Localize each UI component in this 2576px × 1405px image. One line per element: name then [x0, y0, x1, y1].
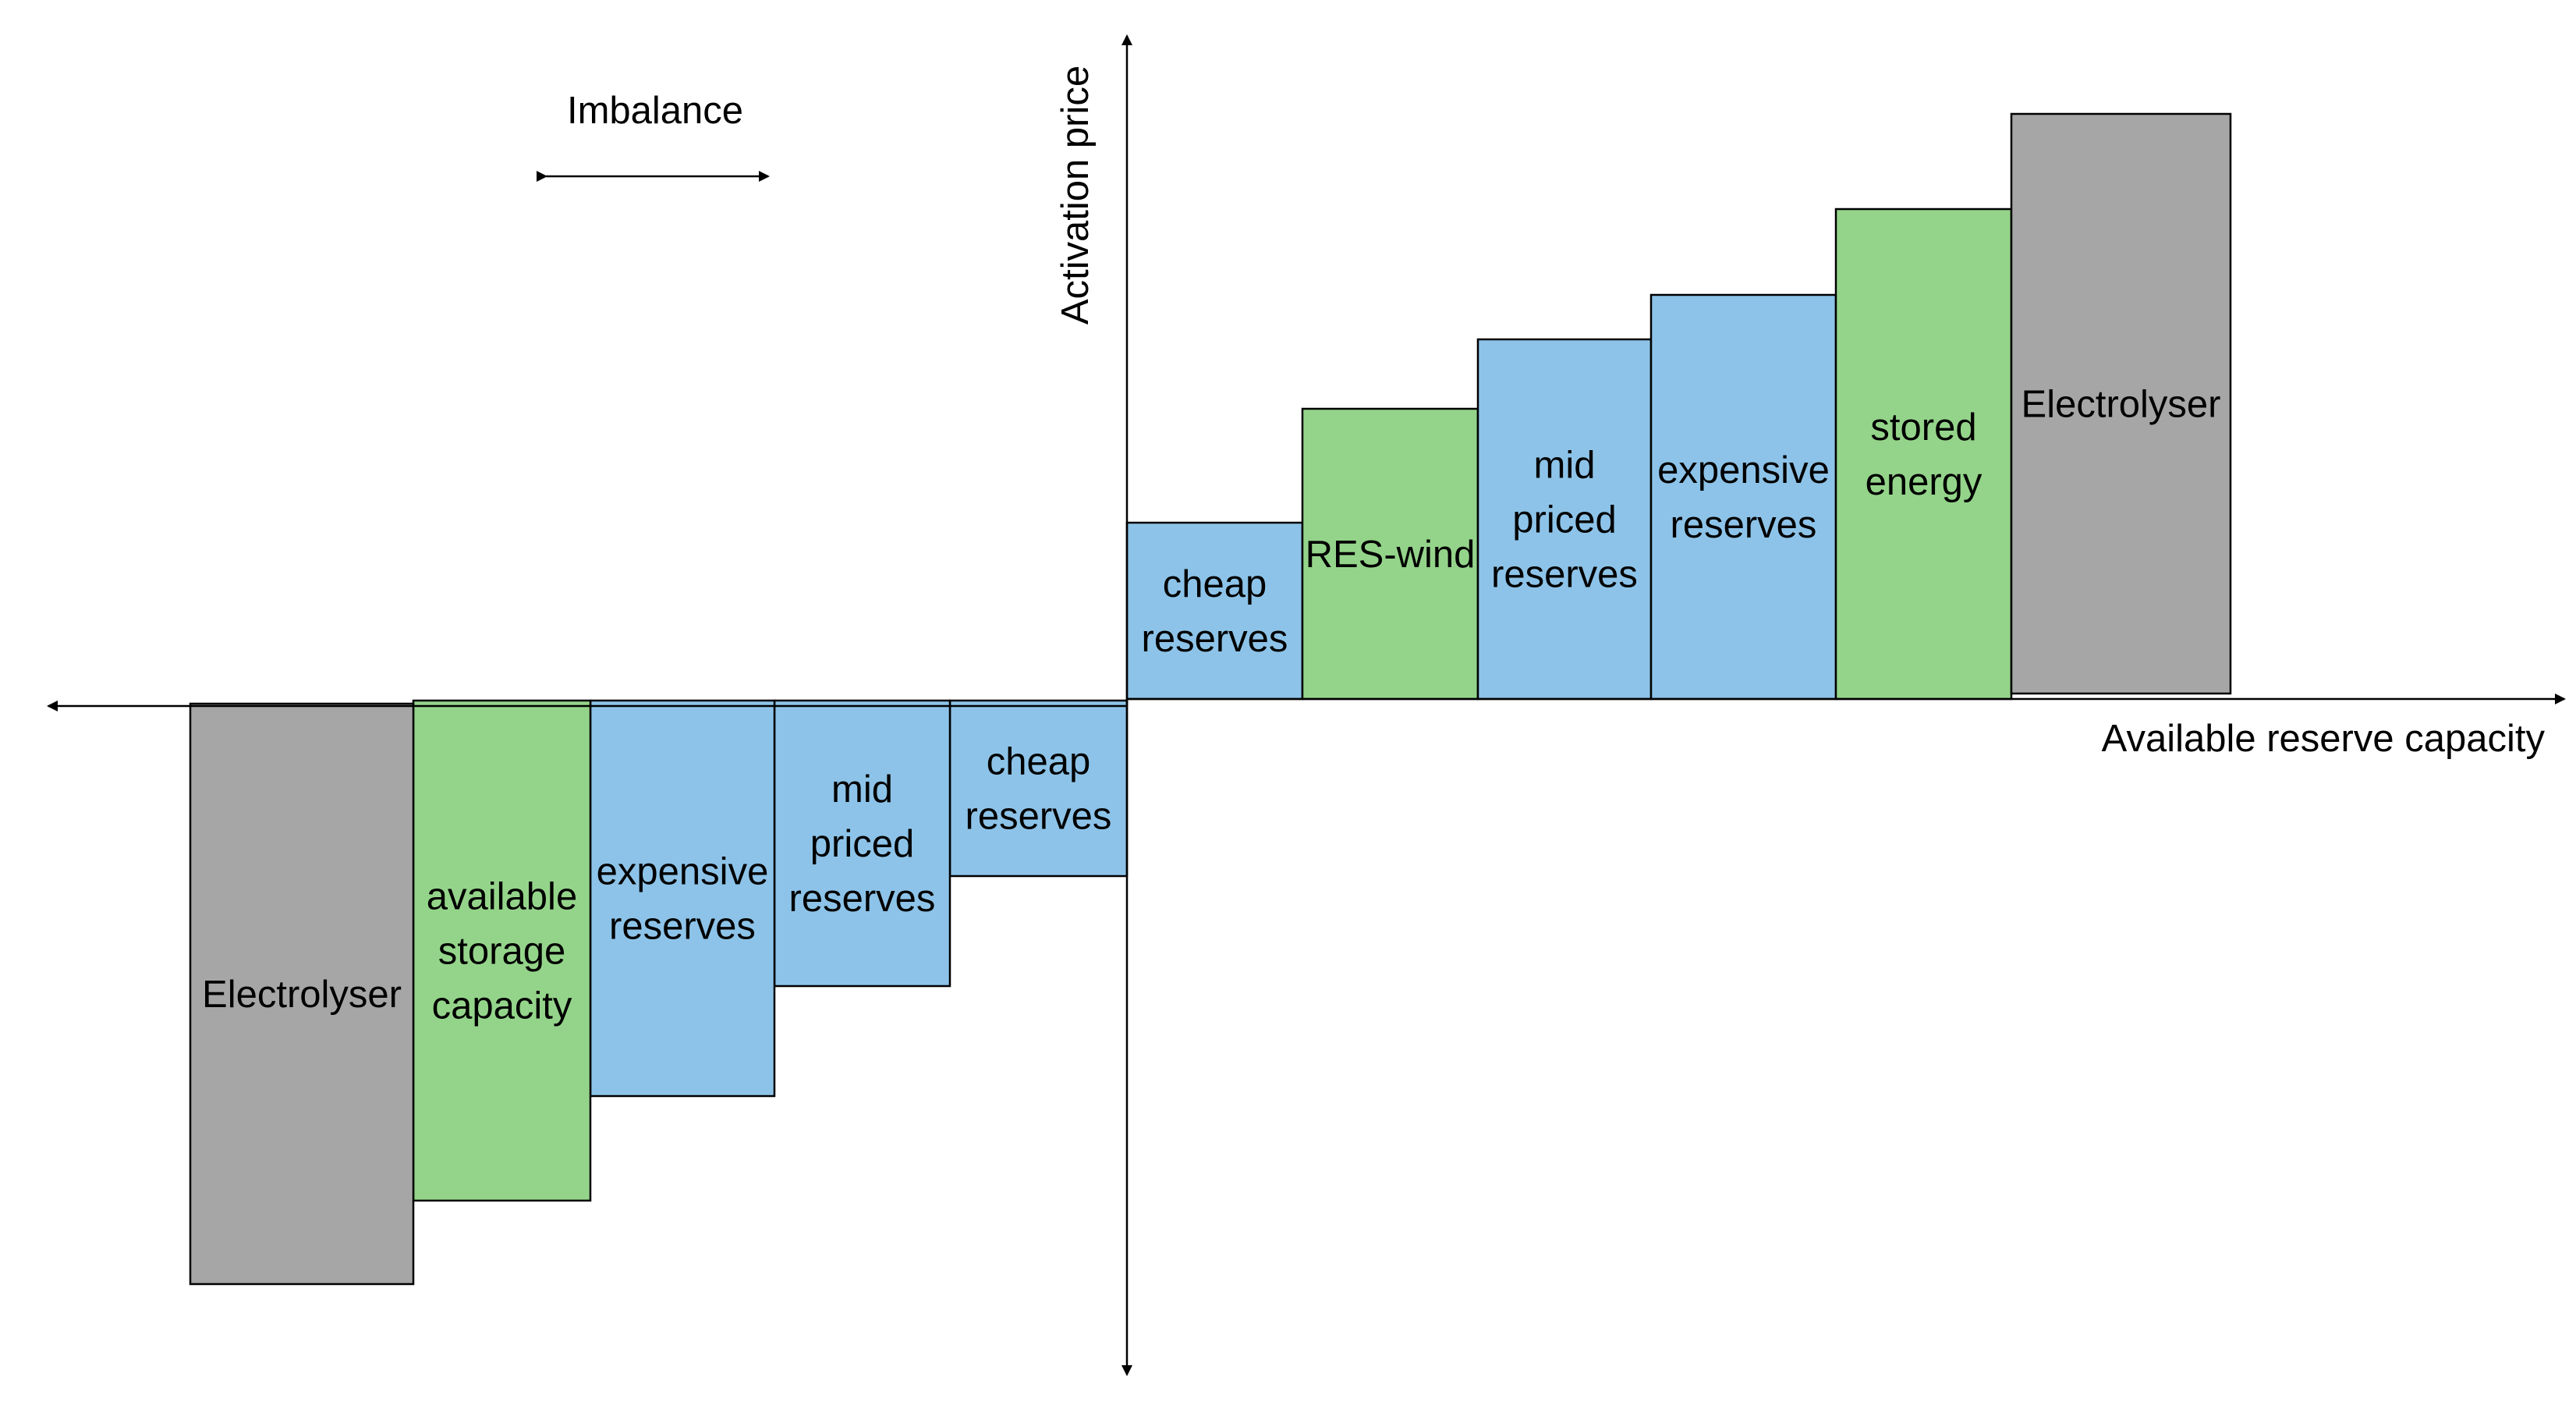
upward-stored-energy-label: energy [1866, 461, 1982, 503]
downward-mid-priced-reserves-label: reserves [789, 878, 936, 920]
upward-cheap-reserves-label: reserves [1142, 618, 1288, 660]
reserve-blocks: cheap reserves RES-wind mid priced reserves ex… [189, 112, 2232, 1286]
downward-electrolyser-label: Electrolyser [202, 974, 402, 1016]
downward-cheap-reserves-block [948, 699, 1129, 878]
downward-electrolyser-block [189, 702, 415, 1286]
downward-mid-priced-reserves-label: priced [810, 823, 914, 865]
downward-available-storage-capacity-block [412, 699, 592, 1202]
upward-stored-energy-label: stored [1870, 406, 1976, 449]
downward-cheap-reserves-label: reserves [966, 796, 1112, 838]
downward-cheap-reserves-label: cheap [987, 741, 1091, 783]
upward-expensive-reserves-block [1649, 293, 1837, 701]
upward-mid-priced-reserves-label: mid [1534, 445, 1596, 487]
downward-available-storage-capacity-label: capacity [432, 985, 572, 1027]
upward-mid-priced-reserves-label: priced [1512, 499, 1616, 541]
upward-electrolyser-block [2010, 112, 2232, 695]
upward-stored-energy-block [1834, 208, 2013, 701]
x-axis-label: Available reserve capacity [2102, 718, 2546, 760]
downward-expensive-reserves-label: reserves [609, 906, 756, 948]
downward-available-storage-capacity-label: available [427, 876, 577, 918]
upward-electrolyser-label: Electrolyser [2021, 384, 2221, 426]
upward-res-wind-label: RES-wind [1306, 534, 1476, 576]
upward-expensive-reserves-label: expensive [1657, 449, 1830, 491]
imbalance-label: Imbalance [567, 90, 743, 132]
upward-mid-priced-reserves-label: reserves [1491, 554, 1638, 596]
downward-expensive-reserves-block [589, 699, 776, 1098]
upward-cheap-reserves-block [1125, 521, 1304, 701]
downward-mid-priced-reserves-block [773, 699, 951, 988]
y-axis-label: Activation price [1054, 66, 1097, 325]
downward-mid-priced-reserves-label: mid [831, 768, 893, 811]
downward-available-storage-capacity-label: storage [438, 931, 565, 973]
downward-expensive-reserves-label: expensive [597, 851, 769, 893]
upward-expensive-reserves-label: reserves [1671, 504, 1817, 546]
upward-cheap-reserves-label: cheap [1163, 563, 1267, 605]
